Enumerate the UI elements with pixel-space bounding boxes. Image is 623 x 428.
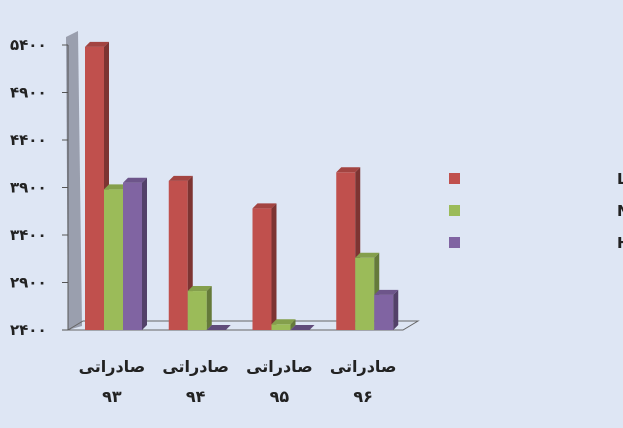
- bar-top: [336, 167, 361, 173]
- y-tick-label: ۴۹۰۰: [10, 84, 47, 102]
- legend-swatch: [449, 205, 460, 216]
- bar-side: [290, 319, 296, 330]
- bar: [252, 208, 272, 330]
- legend-label: قیمت صادراتی HAB: [617, 234, 623, 252]
- x-tick-label: صادراتی: [246, 357, 313, 376]
- bar: [104, 189, 123, 330]
- x-tick-label: ۹۵: [270, 387, 290, 406]
- bar: [374, 294, 394, 330]
- x-tick-label: صادراتی: [162, 357, 229, 376]
- y-tick-label: ۵۴۰۰: [10, 36, 47, 54]
- x-tick-label: ۹۴: [186, 387, 206, 406]
- y-tick-label: ۳۹۰۰: [10, 179, 47, 197]
- bar-top: [104, 184, 128, 190]
- x-tick-label: صادراتی: [79, 357, 146, 376]
- bar: [187, 291, 207, 330]
- y-tick-label: ۳۴۰۰: [10, 226, 47, 244]
- bar-top: [271, 319, 296, 325]
- x-tick-label: صادراتی: [330, 357, 397, 376]
- bar-top: [168, 175, 193, 181]
- y-tick-label: ۲۴۰۰: [10, 321, 47, 339]
- bar-side: [271, 203, 277, 330]
- bar: [123, 182, 142, 330]
- bar-top: [123, 177, 147, 183]
- x-tick-label: ۹۳: [102, 387, 122, 406]
- bar-top: [355, 252, 380, 258]
- bar: [336, 172, 356, 330]
- y-tick-label: ۲۹۰۰: [10, 274, 47, 292]
- bar-top: [252, 203, 277, 209]
- y-tick-label: ۴۴۰۰: [10, 131, 47, 149]
- x-tick-label: ۹۶: [353, 387, 373, 406]
- bar-flat: [290, 325, 315, 330]
- bar-top: [85, 41, 109, 47]
- bar-side: [142, 177, 147, 330]
- bar-top: [374, 289, 399, 295]
- chart-back-wall: [66, 31, 82, 330]
- bar-top: [187, 286, 212, 292]
- bar-side: [393, 289, 399, 330]
- legend-label: قیمت صادراتی NP: [617, 202, 623, 220]
- bar: [85, 46, 104, 331]
- legend-swatch: [449, 173, 460, 184]
- bar-flat: [206, 325, 231, 330]
- bar-side: [206, 286, 212, 330]
- legend-swatch: [449, 237, 460, 248]
- legend-label: قیمت صادراتی LAB: [617, 170, 623, 188]
- bar: [355, 257, 375, 330]
- bar: [271, 324, 291, 330]
- bar: [168, 180, 188, 330]
